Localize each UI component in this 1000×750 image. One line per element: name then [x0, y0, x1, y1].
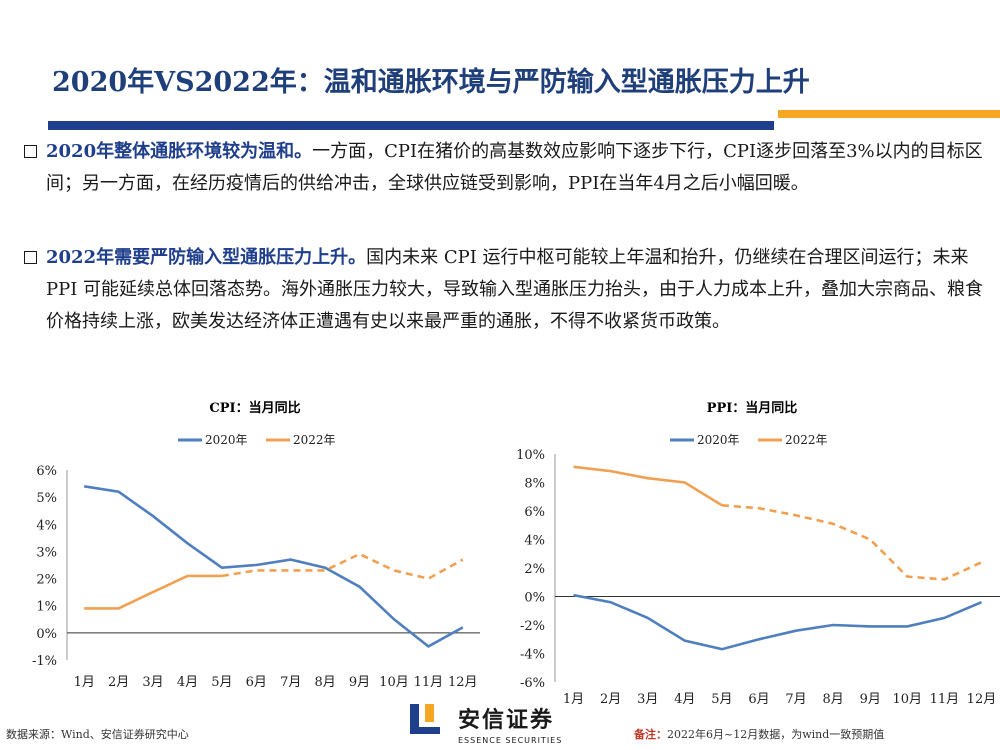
series-line-2022年-forecast — [221, 552, 464, 580]
y-tick-label: 6% — [524, 505, 545, 520]
x-tick-label: 5月 — [711, 692, 732, 705]
x-tick-label: 9月 — [860, 692, 881, 705]
x-tick-label: 8月 — [314, 675, 335, 690]
logo-text-cn: 安信证券 — [458, 708, 555, 733]
company-logo: 安信证券 ESSENCE SECURITIES — [408, 700, 578, 748]
y-tick-label: 3% — [36, 545, 57, 560]
x-tick-label: 2月 — [108, 675, 129, 690]
y-tick-label: 10% — [516, 448, 545, 463]
y-tick-label: 2% — [524, 562, 545, 577]
series-line-2020年 — [83, 485, 464, 648]
bullet-point-2: 2022年需要严防输入型通胀压力上升。国内未来 CPI 运行中枢可能较上年温和抬… — [24, 242, 984, 338]
x-tick-label: 6月 — [748, 692, 769, 705]
x-tick-label: 9月 — [349, 675, 370, 690]
data-source: 数据来源：Wind、安信证券研究中心 — [6, 728, 189, 741]
x-tick-label: 6月 — [246, 675, 267, 690]
y-tick-label: 4% — [524, 534, 545, 549]
footnote-label: 备注： — [634, 728, 667, 741]
series-line-2022年-actual — [84, 574, 222, 610]
y-tick-label: 0% — [36, 627, 57, 642]
y-tick-label: -4% — [520, 648, 545, 663]
checkbox-bullet-icon — [24, 251, 37, 264]
x-tick-label: 7月 — [280, 675, 301, 690]
footnote-text: 2022年6月~12月数据，为wind一致预期值 — [667, 728, 885, 741]
y-tick-label: -2% — [520, 619, 545, 634]
checkbox-bullet-icon — [24, 145, 37, 158]
y-tick-label: 4% — [36, 518, 57, 533]
x-tick-label: 10月 — [379, 675, 409, 690]
x-tick-label: 3月 — [142, 675, 163, 690]
y-tick-label: 2% — [36, 573, 57, 588]
logo-text-en: ESSENCE SECURITIES — [458, 736, 563, 745]
y-tick-label: -1% — [32, 654, 57, 669]
legend-label: 2022年 — [785, 433, 828, 447]
x-tick-label: 11月 — [414, 675, 444, 690]
x-tick-label: 12月 — [448, 675, 478, 690]
x-tick-label: 4月 — [674, 692, 695, 705]
y-tick-label: 6% — [36, 464, 57, 479]
y-tick-label: 5% — [36, 491, 57, 506]
x-tick-label: 10月 — [893, 692, 923, 705]
series-line-2022年-actual — [573, 465, 723, 507]
bullet-body: 国内未来 CPI 运行中枢可能较上年温和抬升，仍继续在合理区间运行；未来PPI … — [46, 247, 984, 332]
accent-bar — [778, 110, 1000, 118]
x-tick-label: 1月 — [563, 692, 584, 705]
series-line-2022年-forecast — [721, 504, 983, 581]
y-tick-label: -6% — [520, 676, 545, 691]
y-tick-label: 1% — [36, 600, 57, 615]
legend-label: 2020年 — [205, 433, 248, 447]
x-tick-label: 8月 — [822, 692, 843, 705]
legend-label: 2020年 — [697, 433, 740, 447]
x-tick-label: 12月 — [967, 692, 997, 705]
essence-logo-icon — [410, 704, 440, 734]
x-tick-label: 1月 — [74, 675, 95, 690]
bullet-body: 一方面，CPI在猪价的高基数效应影响下逐步下行，CPI逐步回落至3%以内的目标区… — [46, 141, 983, 194]
x-tick-label: 2月 — [600, 692, 621, 705]
footnote: 备注：2022年6月~12月数据，为wind一致预期值 — [634, 726, 884, 742]
x-tick-label: 4月 — [177, 675, 198, 690]
bullet-lead: 2022年需要严防输入型通胀压力上升。 — [46, 247, 367, 268]
x-tick-label: 7月 — [785, 692, 806, 705]
ppi-chart: PPI：当月同比 2020年 2022年 -6% -4% -2% 0% 2% 4% 6% 8% 10%… — [516, 400, 1000, 705]
x-tick-label: 11月 — [930, 692, 960, 705]
y-tick-label: 8% — [524, 477, 545, 492]
cpi-chart: CPI：当月同比 2020年 2022年 -1% 0% 1% 2% 3% 4% 5% 6% 1月 2月 3… — [32, 400, 480, 690]
x-tick-label: 3月 — [637, 692, 658, 705]
y-tick-label: 0% — [524, 591, 545, 606]
chart-title: CPI：当月同比 — [209, 400, 300, 416]
title-underline-bar — [48, 121, 774, 130]
bullet-lead: 2020年整体通胀环境较为温和。 — [46, 141, 313, 162]
bullet-point-1: 2020年整体通胀环境较为温和。一方面，CPI在猪价的高基数效应影响下逐步下行，… — [24, 136, 984, 200]
legend-label: 2022年 — [293, 433, 336, 447]
series-line-2020年 — [573, 593, 983, 651]
page-title: 2020年VS2022年：温和通胀环境与严防输入型通胀压力上升 — [52, 67, 810, 98]
x-tick-label: 5月 — [211, 675, 232, 690]
chart-title: PPI：当月同比 — [707, 400, 798, 416]
